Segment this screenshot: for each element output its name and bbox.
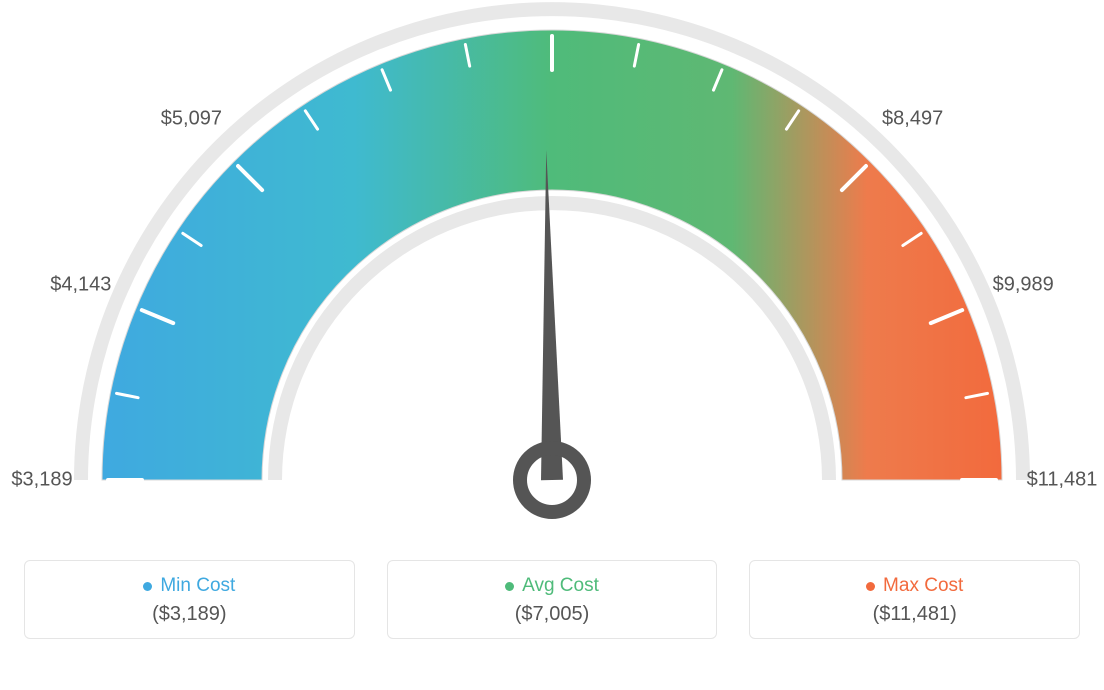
avg-cost-card: Avg Cost ($7,005)	[387, 560, 718, 639]
cost-gauge: $3,189$4,143$5,097$7,005$8,497$9,989$11,…	[0, 0, 1104, 560]
summary-cards: Min Cost ($3,189) Avg Cost ($7,005) Max …	[0, 560, 1104, 639]
gauge-tick-label: $4,143	[50, 273, 111, 296]
min-cost-value: ($3,189)	[35, 603, 344, 626]
gauge-tick-label: $3,189	[11, 469, 72, 492]
gauge-tick-label: $5,097	[161, 108, 222, 131]
gauge-tick-label: $11,481	[1027, 469, 1098, 492]
max-dot-icon	[866, 582, 875, 591]
avg-cost-value: ($7,005)	[398, 603, 707, 626]
max-cost-card: Max Cost ($11,481)	[749, 560, 1080, 639]
gauge-tick-label: $8,497	[882, 108, 943, 131]
gauge-tick-label: $9,989	[993, 273, 1054, 296]
max-cost-label: Max Cost	[883, 575, 963, 597]
avg-dot-icon	[505, 582, 514, 591]
max-cost-value: ($11,481)	[760, 603, 1069, 626]
min-cost-card: Min Cost ($3,189)	[24, 560, 355, 639]
min-cost-label: Min Cost	[160, 575, 235, 597]
min-dot-icon	[143, 582, 152, 591]
avg-cost-label: Avg Cost	[522, 575, 599, 597]
